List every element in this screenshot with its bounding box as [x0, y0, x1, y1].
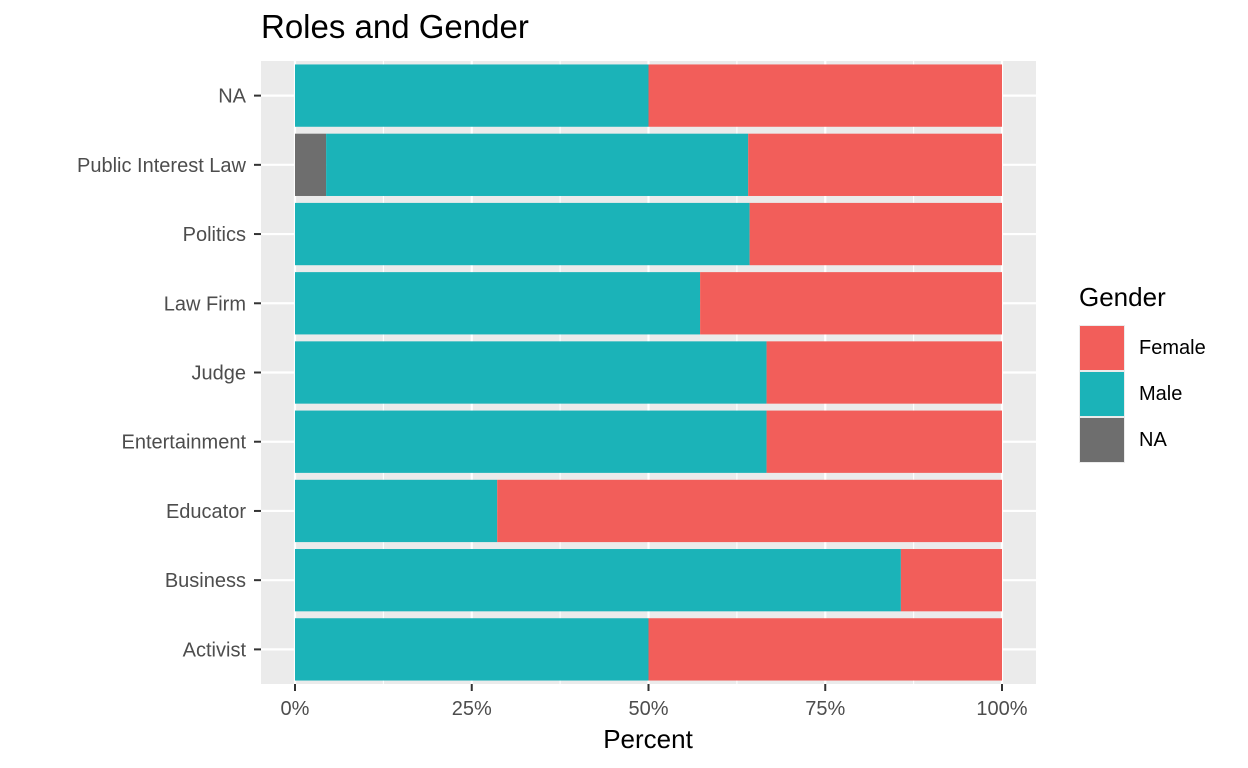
x-tick-label: 75% [805, 698, 845, 720]
y-tick-label: Educator [166, 501, 246, 523]
bars [295, 64, 1002, 681]
legend-item-na: NA [1079, 417, 1206, 463]
legend-key-male [1079, 371, 1125, 417]
bar-male [295, 618, 649, 681]
bar-female [648, 64, 1002, 127]
bar-male [295, 410, 767, 473]
legend-label-female: Female [1139, 336, 1206, 359]
legend-key-female [1079, 325, 1125, 371]
bar-male [295, 202, 750, 266]
legend-item-male: Male [1079, 371, 1206, 417]
bar-female [766, 410, 1002, 473]
y-tick-label: Public Interest Law [77, 155, 247, 177]
bar-female [900, 549, 1002, 612]
legend-label-male: Male [1139, 382, 1183, 405]
x-tick-label: 25% [452, 698, 492, 720]
bar-female [648, 618, 1002, 681]
bar-male [295, 549, 901, 612]
x-axis-title: Percent [603, 724, 693, 754]
bar-male [295, 64, 649, 127]
y-tick-label: NA [218, 86, 246, 108]
legend-item-female: Female [1079, 325, 1206, 371]
bar-male [295, 341, 767, 404]
bar-female [748, 133, 1002, 196]
y-tick-label: Activist [183, 639, 247, 661]
bar-male [326, 133, 749, 196]
bar-male [295, 272, 701, 335]
legend-title: Gender [1079, 282, 1166, 312]
bar-male [295, 479, 498, 543]
x-tick-label: 0% [281, 698, 310, 720]
y-tick-label: Judge [192, 363, 247, 385]
x-tick-label: 50% [628, 698, 668, 720]
y-tick-label: Entertainment [121, 432, 246, 454]
bar-na [295, 133, 327, 196]
legend: Gender Female Male NA [1079, 282, 1206, 463]
y-axis: NA Public Interest Law Politics Law Firm Jud… [77, 86, 261, 661]
bar-female [766, 341, 1002, 404]
x-tick-label: 100% [976, 698, 1027, 720]
y-tick-label: Business [165, 570, 246, 592]
bar-female [700, 272, 1002, 335]
legend-label-na: NA [1139, 428, 1167, 451]
x-axis: 0% 25% 50% 75% 100% [281, 684, 1028, 720]
chart-title: Roles and Gender [261, 8, 529, 45]
legend-key-na [1079, 417, 1125, 463]
y-tick-label: Law Firm [164, 293, 246, 315]
bar-female [497, 479, 1002, 543]
y-tick-label: Politics [183, 224, 246, 246]
bar-female [749, 202, 1002, 266]
